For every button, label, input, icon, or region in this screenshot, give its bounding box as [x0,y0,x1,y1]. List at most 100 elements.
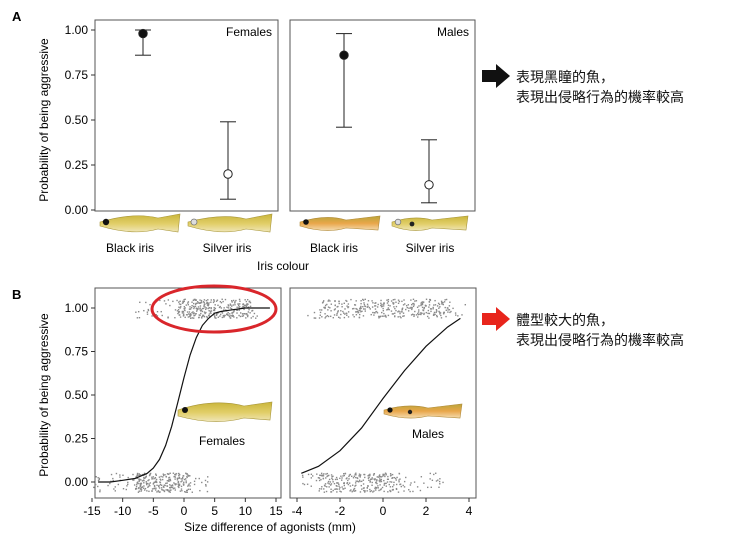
males-b-point-aggressive-208 [330,303,333,305]
females-b-point-nonaggressive-221 [152,476,155,478]
males-b-point-aggressive-185 [372,302,374,304]
males-b-point-aggressive-173 [422,301,424,303]
females-b-point-aggressive-5 [227,314,229,316]
females-b-point-nonaggressive-31 [155,487,157,489]
panel-b-y-axis-label: Probability of being aggressive [37,313,51,477]
females-b-point-aggressive-239 [146,311,149,313]
males-b-point-nonaggressive-161 [354,485,356,487]
males-b-point-aggressive-295 [307,314,309,317]
females-b-point-aggressive-21 [210,301,212,303]
males-b-point-aggressive-190 [337,310,339,312]
males-b-point-aggressive-329 [402,312,405,314]
males-b-point-nonaggressive-171 [349,485,352,487]
females-b-point-nonaggressive-287 [188,483,190,485]
males-b-point-aggressive-202 [343,316,346,319]
males-b-point-nonaggressive-232 [437,479,439,481]
females-b-point-aggressive-296 [220,307,223,309]
males-b-point-aggressive-336 [371,306,374,308]
females-b-point-nonaggressive-282 [155,473,157,475]
females-b-point-nonaggressive-234 [138,486,140,489]
males-b-point-aggressive-137 [412,298,415,301]
females-b-point-nonaggressive-162 [159,478,161,480]
panel-a-females-frame [94,19,279,212]
females-b-point-nonaggressive-165 [168,473,170,475]
males-b-point-nonaggressive-135 [368,479,370,481]
males-b-point-nonaggressive-92 [377,485,379,487]
females-b-point-aggressive-177 [204,312,206,315]
males-b-point-aggressive-63 [442,313,445,315]
males-b-point-nonaggressive-118 [348,482,351,484]
males-b-point-aggressive-297 [357,311,360,313]
males-b-point-aggressive-21 [371,300,373,302]
males-b-point-nonaggressive-33 [374,478,376,480]
males-b-point-nonaggressive-239 [364,491,366,493]
males-b-point-nonaggressive-133 [394,477,397,480]
males-b-point-nonaggressive-179 [323,473,325,475]
females-b-point-nonaggressive-262 [198,477,200,480]
males-b-point-aggressive-266 [409,307,412,309]
females-b-point-aggressive-252 [231,300,233,302]
females-b-point-aggressive-135 [177,308,180,311]
males-b-point-aggressive-332 [434,313,436,316]
females-b-point-nonaggressive-34 [154,477,156,480]
females-b-point-aggressive-128 [196,302,198,305]
females-b-point-nonaggressive-160 [117,483,120,486]
males-b-point-nonaggressive-251 [387,491,389,493]
females-b-point-nonaggressive-113 [142,487,145,489]
males-b-point-aggressive-227 [408,307,410,309]
females-b-point-nonaggressive-196 [182,475,184,477]
females-b-point-aggressive-332 [194,298,196,301]
females-b-point-aggressive-10 [198,314,200,316]
females-b-point-nonaggressive-101 [141,473,144,476]
females-b-point-nonaggressive-222 [166,482,168,484]
males-b-x-tick-label-3: 2 [423,504,430,518]
females-b-point-aggressive-261 [239,306,241,308]
males-b-point-nonaggressive-253 [354,473,356,476]
males-b-point-aggressive-104 [440,314,442,317]
females-b-point-nonaggressive-256 [167,480,170,482]
males-b-point-nonaggressive-294 [395,483,398,486]
males-b-point-aggressive-302 [387,314,390,317]
males-b-point-nonaggressive-290 [397,491,400,493]
males-b-point-aggressive-191 [336,314,338,316]
males-b-point-nonaggressive-44 [379,479,382,481]
males-b-point-nonaggressive-27 [386,481,389,483]
males-b-point-aggressive-195 [334,304,336,306]
males-b-point-aggressive-278 [358,309,360,312]
males-b-point-nonaggressive-52 [354,490,356,492]
females-b-point-nonaggressive-161 [184,490,186,493]
females-b-point-aggressive-335 [193,307,195,310]
males-b-point-nonaggressive-110 [378,480,380,482]
females-b-point-nonaggressive-251 [157,490,160,492]
males-b-point-aggressive-180 [428,300,431,303]
females-b-point-aggressive-8 [210,299,212,301]
males-b-point-nonaggressive-99 [383,473,385,476]
males-b-point-nonaggressive-3 [364,490,366,492]
males-b-point-nonaggressive-243 [331,477,333,480]
females-b-point-nonaggressive-61 [189,485,191,487]
females-b-point-nonaggressive-227 [173,475,176,478]
females-b-point-nonaggressive-214 [138,482,140,485]
males-b-point-nonaggressive-56 [379,480,381,483]
males-b-point-aggressive-169 [416,306,419,309]
females-b-point-nonaggressive-265 [155,489,157,491]
category-label-males-black-iris: Black iris [310,241,358,255]
males-b-point-aggressive-179 [398,310,400,312]
females-b-point-aggressive-277 [178,306,180,308]
females-b-point-nonaggressive-228 [94,483,97,486]
females-b-point-nonaggressive-148 [172,486,174,489]
panel-a-males-plot [336,33,437,204]
females-b-point-nonaggressive-3 [174,473,176,476]
females-b-point-aggressive-337 [242,315,245,317]
females-b-point-nonaggressive-169 [110,473,113,476]
females-b-point-nonaggressive-119 [136,477,138,480]
males-b-point-nonaggressive-165 [354,489,357,492]
males-b-point-nonaggressive-90 [409,490,411,493]
females-b-point-nonaggressive-191 [109,482,111,485]
females-b-point-nonaggressive-13 [178,477,181,479]
males-b-point-nonaggressive-42 [396,476,398,479]
males-b-point-nonaggressive-131 [391,473,394,476]
females-b-point-aggressive-28 [206,304,209,306]
females-b-point-aggressive-97 [205,299,208,302]
males-b-point-nonaggressive-264 [332,478,334,481]
